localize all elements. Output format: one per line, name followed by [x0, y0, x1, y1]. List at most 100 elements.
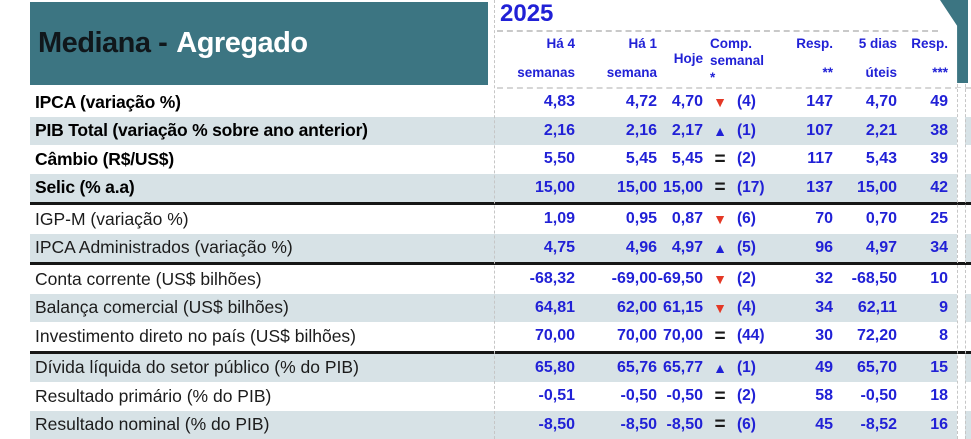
indicator-label: Câmbio (R$/US$) — [35, 148, 174, 169]
value-5-dias-uteis: 72,20 — [856, 327, 897, 345]
value-ha-4-semanas: 4,75 — [543, 238, 575, 256]
value-resp-3: 42 — [930, 178, 948, 196]
value-hoje: 70,00 — [662, 327, 703, 345]
value-comp-semanal: (4) — [737, 93, 756, 111]
value-5-dias-uteis: -8,52 — [860, 415, 897, 433]
section-gutter — [957, 382, 965, 411]
value-hoje: 15,00 — [662, 178, 703, 196]
value-ha-1-semana: 5,45 — [625, 150, 657, 168]
section-gutter — [957, 233, 965, 262]
section-gutter — [957, 265, 965, 294]
indicator-label: Resultado nominal (% do PIB) — [35, 414, 270, 435]
value-resp-2: 117 — [807, 150, 833, 168]
value-5-dias-uteis: 62,11 — [857, 298, 897, 316]
col-header-resp-3: Resp. *** — [897, 33, 948, 86]
indicator-label: Conta corrente (US$ bilhões) — [35, 268, 262, 289]
group-separator — [30, 350, 971, 354]
indicator-label: IPCA Administrados (variação %) — [35, 237, 293, 258]
col-header-ha-4-semanas: Há 4 semanas — [497, 33, 575, 86]
value-5-dias-uteis: 65,70 — [856, 358, 897, 376]
trend-arrow-icon: ▼ — [713, 299, 727, 316]
value-ha-1-semana: 2,16 — [625, 121, 657, 139]
value-resp-2: 107 — [806, 121, 833, 139]
col-header-line: Resp. — [911, 36, 948, 51]
value-ha-4-semanas: 70,00 — [534, 327, 575, 345]
table-row: IPCA Administrados (variação %) 4,75 4,9… — [30, 233, 971, 262]
value-resp-3: 16 — [930, 415, 948, 433]
value-resp-3: 10 — [930, 270, 948, 288]
col-header-hoje: Hoje — [657, 33, 703, 86]
section-gutter — [957, 173, 965, 202]
value-ha-1-semana: 65,76 — [616, 358, 657, 376]
value-resp-3: 38 — [930, 121, 948, 139]
col-header-line: *** — [932, 65, 948, 81]
value-resp-2: 137 — [806, 178, 833, 196]
table-row: Conta corrente (US$ bilhões) -68,32 -69,… — [30, 265, 971, 294]
value-5-dias-uteis: 5,43 — [865, 150, 897, 168]
value-ha-4-semanas: 64,81 — [534, 298, 575, 316]
section-year: 2025 — [500, 0, 554, 27]
value-comp-semanal: (1) — [737, 121, 756, 139]
value-resp-3: 18 — [930, 387, 948, 405]
section-gutter — [957, 322, 965, 351]
value-resp-3: 34 — [930, 238, 948, 256]
value-5-dias-uteis: -68,50 — [851, 270, 897, 288]
value-ha-1-semana: -8,50 — [620, 415, 657, 433]
section-gutter — [957, 293, 965, 322]
value-ha-1-semana: 0,95 — [625, 210, 657, 228]
value-ha-4-semanas: 15,00 — [534, 178, 575, 196]
col-header-resp-2: Resp. ** — [767, 33, 833, 86]
value-resp-3: 9 — [939, 298, 948, 316]
value-5-dias-uteis: 0,70 — [865, 210, 897, 228]
col-header-line: semanal * — [710, 52, 765, 85]
col-header-line: Há 4 — [546, 36, 575, 51]
value-comp-semanal: (2) — [737, 270, 756, 288]
indicator-label: Dívida líquida do setor público (% do PI… — [35, 357, 359, 378]
value-ha-4-semanas: -0,51 — [538, 387, 575, 405]
value-ha-1-semana: 70,00 — [616, 327, 657, 345]
value-resp-3: 39 — [930, 150, 948, 168]
section-gutter — [957, 88, 965, 117]
indicator-label: PIB Total (variação % sobre ano anterior… — [35, 120, 368, 141]
col-header-5-dias-uteis: 5 dias úteis — [833, 33, 897, 86]
value-hoje: -0,50 — [666, 387, 703, 405]
value-resp-3: 8 — [939, 327, 948, 345]
column-header-row: Há 4 semanas Há 1 semana Hoje Comp. sema… — [497, 33, 948, 86]
indicator-label: IGP-M (variação %) — [35, 208, 189, 229]
value-resp-2: 70 — [815, 210, 833, 228]
table-row: IGP-M (variação %) 1,09 0,95 0,87 ▼ (6) … — [30, 205, 971, 234]
value-resp-3: 25 — [930, 210, 948, 228]
value-resp-2: 49 — [815, 358, 833, 376]
indicator-label: IPCA (variação %) — [35, 91, 181, 112]
trend-arrow-icon: ▲ — [713, 239, 727, 256]
trend-arrow-icon: ▼ — [713, 211, 727, 228]
gutter-right-dashed-rule — [965, 84, 966, 439]
trend-arrow-icon: = — [714, 414, 726, 436]
value-hoje: 4,70 — [671, 93, 703, 111]
value-hoje: 65,77 — [662, 358, 703, 376]
section-gutter — [957, 145, 965, 174]
value-hoje: 0,87 — [671, 210, 703, 228]
section-gutter — [957, 116, 965, 145]
value-resp-2: 147 — [806, 93, 833, 111]
col-header-line: úteis — [865, 65, 897, 81]
col-header-comp-semanal: Comp. semanal * — [703, 33, 767, 86]
group-separator — [30, 262, 971, 265]
gutter-left-dashed-rule — [957, 84, 958, 439]
value-ha-4-semanas: 65,80 — [534, 358, 575, 376]
value-hoje: 4,97 — [671, 238, 703, 256]
year-dashed-rule — [497, 30, 938, 32]
value-comp-semanal: (6) — [737, 210, 756, 228]
section-gutter — [957, 205, 965, 234]
value-comp-semanal: (2) — [737, 387, 756, 405]
value-comp-semanal: (2) — [737, 150, 756, 168]
value-5-dias-uteis: 4,97 — [865, 238, 897, 256]
table-row: Selic (% a.a) 15,00 15,00 15,00 = (17) 1… — [30, 173, 971, 202]
value-ha-1-semana: 62,00 — [616, 298, 657, 316]
table-row: IPCA (variação %) 4,83 4,72 4,70 ▼ (4) 1… — [30, 88, 971, 117]
value-5-dias-uteis: 4,70 — [865, 93, 897, 111]
trend-arrow-icon: = — [714, 385, 726, 407]
value-resp-3: 49 — [930, 93, 948, 111]
trend-arrow-icon: = — [714, 148, 726, 170]
